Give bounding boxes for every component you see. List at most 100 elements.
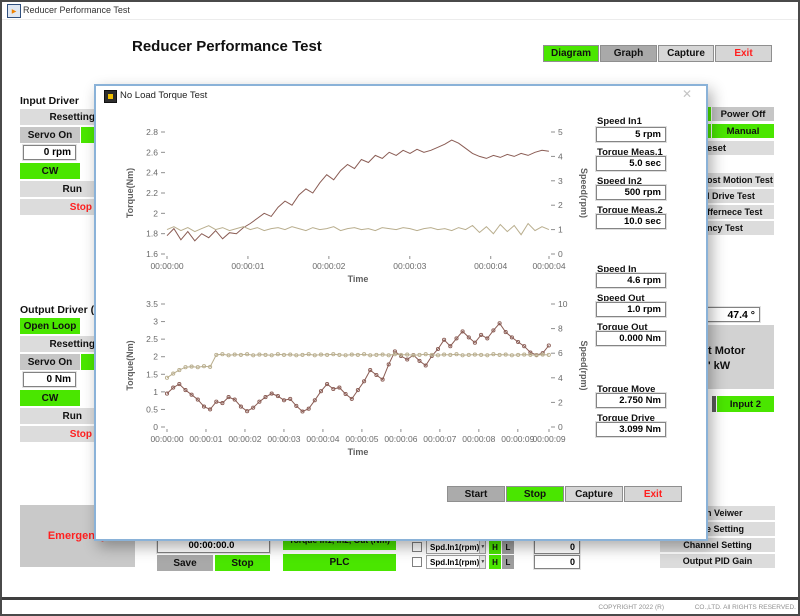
- svg-text:2.5: 2.5: [146, 334, 158, 344]
- svg-text:3.5: 3.5: [146, 299, 158, 309]
- motor-info-line1: t Motor: [708, 345, 746, 357]
- dialog-exit-button[interactable]: Exit: [624, 486, 682, 502]
- nav-diagram-button[interactable]: Diagram: [543, 45, 599, 62]
- monitor2-channel-select[interactable]: Spd.In1(rpm) ▼: [426, 555, 486, 569]
- monitor1-checkbox[interactable]: [412, 542, 422, 552]
- monitor1-limit-field[interactable]: 0: [534, 540, 580, 554]
- no-load-chart-1: 1.6 1.8 2 2.2 2.4 2.6 2.8 0 1 2 3 4 5 00:00:00 00:00:0…: [125, 127, 589, 284]
- monitor2-high-button[interactable]: H: [489, 555, 501, 569]
- bottom-divider: [2, 597, 798, 600]
- manual-button[interactable]: Manual: [712, 124, 774, 138]
- power-off-button[interactable]: Power Off: [712, 107, 774, 121]
- torque-drive-display: 3.099 Nm: [596, 422, 666, 437]
- monitor1-channel-label: Spd.In1(rpm): [430, 542, 480, 552]
- torque-meas1-label: Torque Meas.1: [597, 147, 663, 158]
- drive-test-button-partial[interactable]: l Drive Test: [705, 189, 774, 203]
- monitor1-high-button[interactable]: H: [489, 540, 501, 554]
- monitor1-channel-select[interactable]: Spd.In1(rpm) ▼: [426, 540, 486, 554]
- power-on-button-partial[interactable]: [706, 107, 711, 121]
- svg-text:00:00:09: 00:00:09: [501, 434, 534, 444]
- svg-text:3: 3: [153, 317, 158, 327]
- input2-button[interactable]: Input 2: [717, 396, 774, 412]
- channel-setting-button[interactable]: Channel Setting: [660, 538, 775, 552]
- speed-in2-field[interactable]: 500 rpm: [596, 185, 666, 200]
- emergency-label: Emergency: [47, 530, 108, 542]
- output-pid-gain-button[interactable]: Output PID Gain: [660, 554, 775, 568]
- dialog-stop-button[interactable]: Stop: [506, 486, 564, 502]
- svg-text:1.8: 1.8: [146, 229, 158, 239]
- svg-text:10: 10: [558, 299, 568, 309]
- motor-info-line2: ' kW: [708, 360, 731, 372]
- svg-text:00:00:02: 00:00:02: [312, 261, 345, 271]
- copyright-left: COPYRIGHT 2022 (R): [598, 604, 664, 611]
- svg-text:Time: Time: [348, 447, 369, 457]
- svg-text:4: 4: [558, 373, 563, 383]
- dialog-capture-button[interactable]: Capture: [565, 486, 623, 502]
- svg-text:00:00:01: 00:00:01: [231, 261, 264, 271]
- output-torque-field[interactable]: 0 Nm: [23, 372, 76, 387]
- monitor1-low-button[interactable]: L: [502, 540, 514, 554]
- input-servo-on-button[interactable]: Servo On: [20, 127, 80, 143]
- svg-text:1.5: 1.5: [146, 369, 158, 379]
- no-load-chart-2: 0 0.5 1 1.5 2 2.5 3 3.5 0 2 4 6 8 10 00:00:00 00:00:01 0…: [125, 299, 589, 457]
- input-stop-button[interactable]: Stop: [20, 199, 100, 215]
- monitor2-limit-field[interactable]: 0: [534, 555, 580, 569]
- output-stop-button[interactable]: Stop: [20, 426, 100, 442]
- torque-move-label: Torque Move: [597, 384, 656, 395]
- chevron-down-icon[interactable]: ▼: [479, 541, 486, 553]
- monitor2-checkbox[interactable]: [412, 557, 422, 567]
- torque-move-display: 2.750 Nm: [596, 393, 666, 408]
- nav-graph-button[interactable]: Graph: [600, 45, 657, 62]
- input-run-button[interactable]: Run: [20, 181, 100, 197]
- speed-in-label: Speed In: [597, 264, 637, 275]
- auto-button-partial[interactable]: [706, 124, 711, 138]
- torque-out-label: Torque Out: [597, 322, 648, 333]
- svg-text:1: 1: [558, 225, 563, 235]
- svg-text:00:00:00: 00:00:00: [150, 261, 183, 271]
- svg-text:2.8: 2.8: [146, 127, 158, 137]
- input-speed-field[interactable]: 0 rpm: [23, 145, 76, 160]
- speed-in-display: 4.6 rpm: [596, 273, 666, 288]
- no-load-torque-dialog: No Load Torque Test ✕ 1.6 1.8 2 2.2 2.4 2.6 2.…: [94, 84, 708, 541]
- save-button[interactable]: Save: [157, 555, 213, 571]
- svg-text:Time: Time: [348, 274, 369, 284]
- input1-button-partial[interactable]: [712, 396, 716, 412]
- plc-button[interactable]: PLC: [283, 554, 396, 571]
- labview-app-icon: ▶: [7, 4, 21, 18]
- dialog-start-button[interactable]: Start: [447, 486, 505, 502]
- input-resetting-button[interactable]: Resetting: [20, 109, 100, 125]
- output-cw-button[interactable]: CW: [20, 390, 80, 406]
- input-driver-title: Input Driver: [20, 95, 79, 107]
- input-cw-button[interactable]: CW: [20, 163, 80, 179]
- lost-motion-test-button-partial[interactable]: ost Motion Test: [705, 173, 774, 187]
- speed-in1-field[interactable]: 5 rpm: [596, 127, 666, 142]
- speed-in1-label: Speed In1: [597, 116, 642, 127]
- svg-text:0: 0: [558, 249, 563, 259]
- output-resetting-button[interactable]: Resetting: [20, 336, 100, 352]
- difference-test-button-partial[interactable]: ffernece Test: [705, 205, 774, 219]
- svg-text:00:00:04: 00:00:04: [474, 261, 507, 271]
- speed-out-display: 1.0 rpm: [596, 302, 666, 317]
- nav-exit-button[interactable]: Exit: [715, 45, 772, 62]
- monitor2-low-button[interactable]: L: [502, 555, 514, 569]
- svg-text:00:00:01: 00:00:01: [189, 434, 222, 444]
- efficiency-test-button-partial[interactable]: ncy Test: [705, 221, 774, 235]
- svg-text:2: 2: [558, 200, 563, 210]
- svg-text:0: 0: [153, 422, 158, 432]
- nav-capture-button[interactable]: Capture: [658, 45, 714, 62]
- svg-text:00:00:09: 00:00:09: [532, 434, 565, 444]
- torque-meas1-field[interactable]: 5.0 sec: [596, 156, 666, 171]
- reset-button-partial[interactable]: eset: [705, 141, 774, 155]
- output-servo-on-button[interactable]: Servo On: [20, 354, 80, 370]
- record-stop-button[interactable]: Stop: [215, 555, 270, 571]
- window-titlebar: ▶ Reducer Performance Test: [2, 2, 798, 20]
- chevron-down-icon[interactable]: ▼: [479, 556, 486, 568]
- output-open-loop-button[interactable]: Open Loop: [20, 318, 80, 334]
- close-icon[interactable]: ✕: [682, 87, 693, 101]
- labview-dialog-icon: [104, 90, 117, 103]
- svg-text:8: 8: [558, 324, 563, 334]
- speed-out-label: Speed Out: [597, 293, 645, 304]
- output-run-button[interactable]: Run: [20, 408, 100, 424]
- svg-text:5: 5: [558, 127, 563, 137]
- torque-meas2-field[interactable]: 10.0 sec: [596, 214, 666, 229]
